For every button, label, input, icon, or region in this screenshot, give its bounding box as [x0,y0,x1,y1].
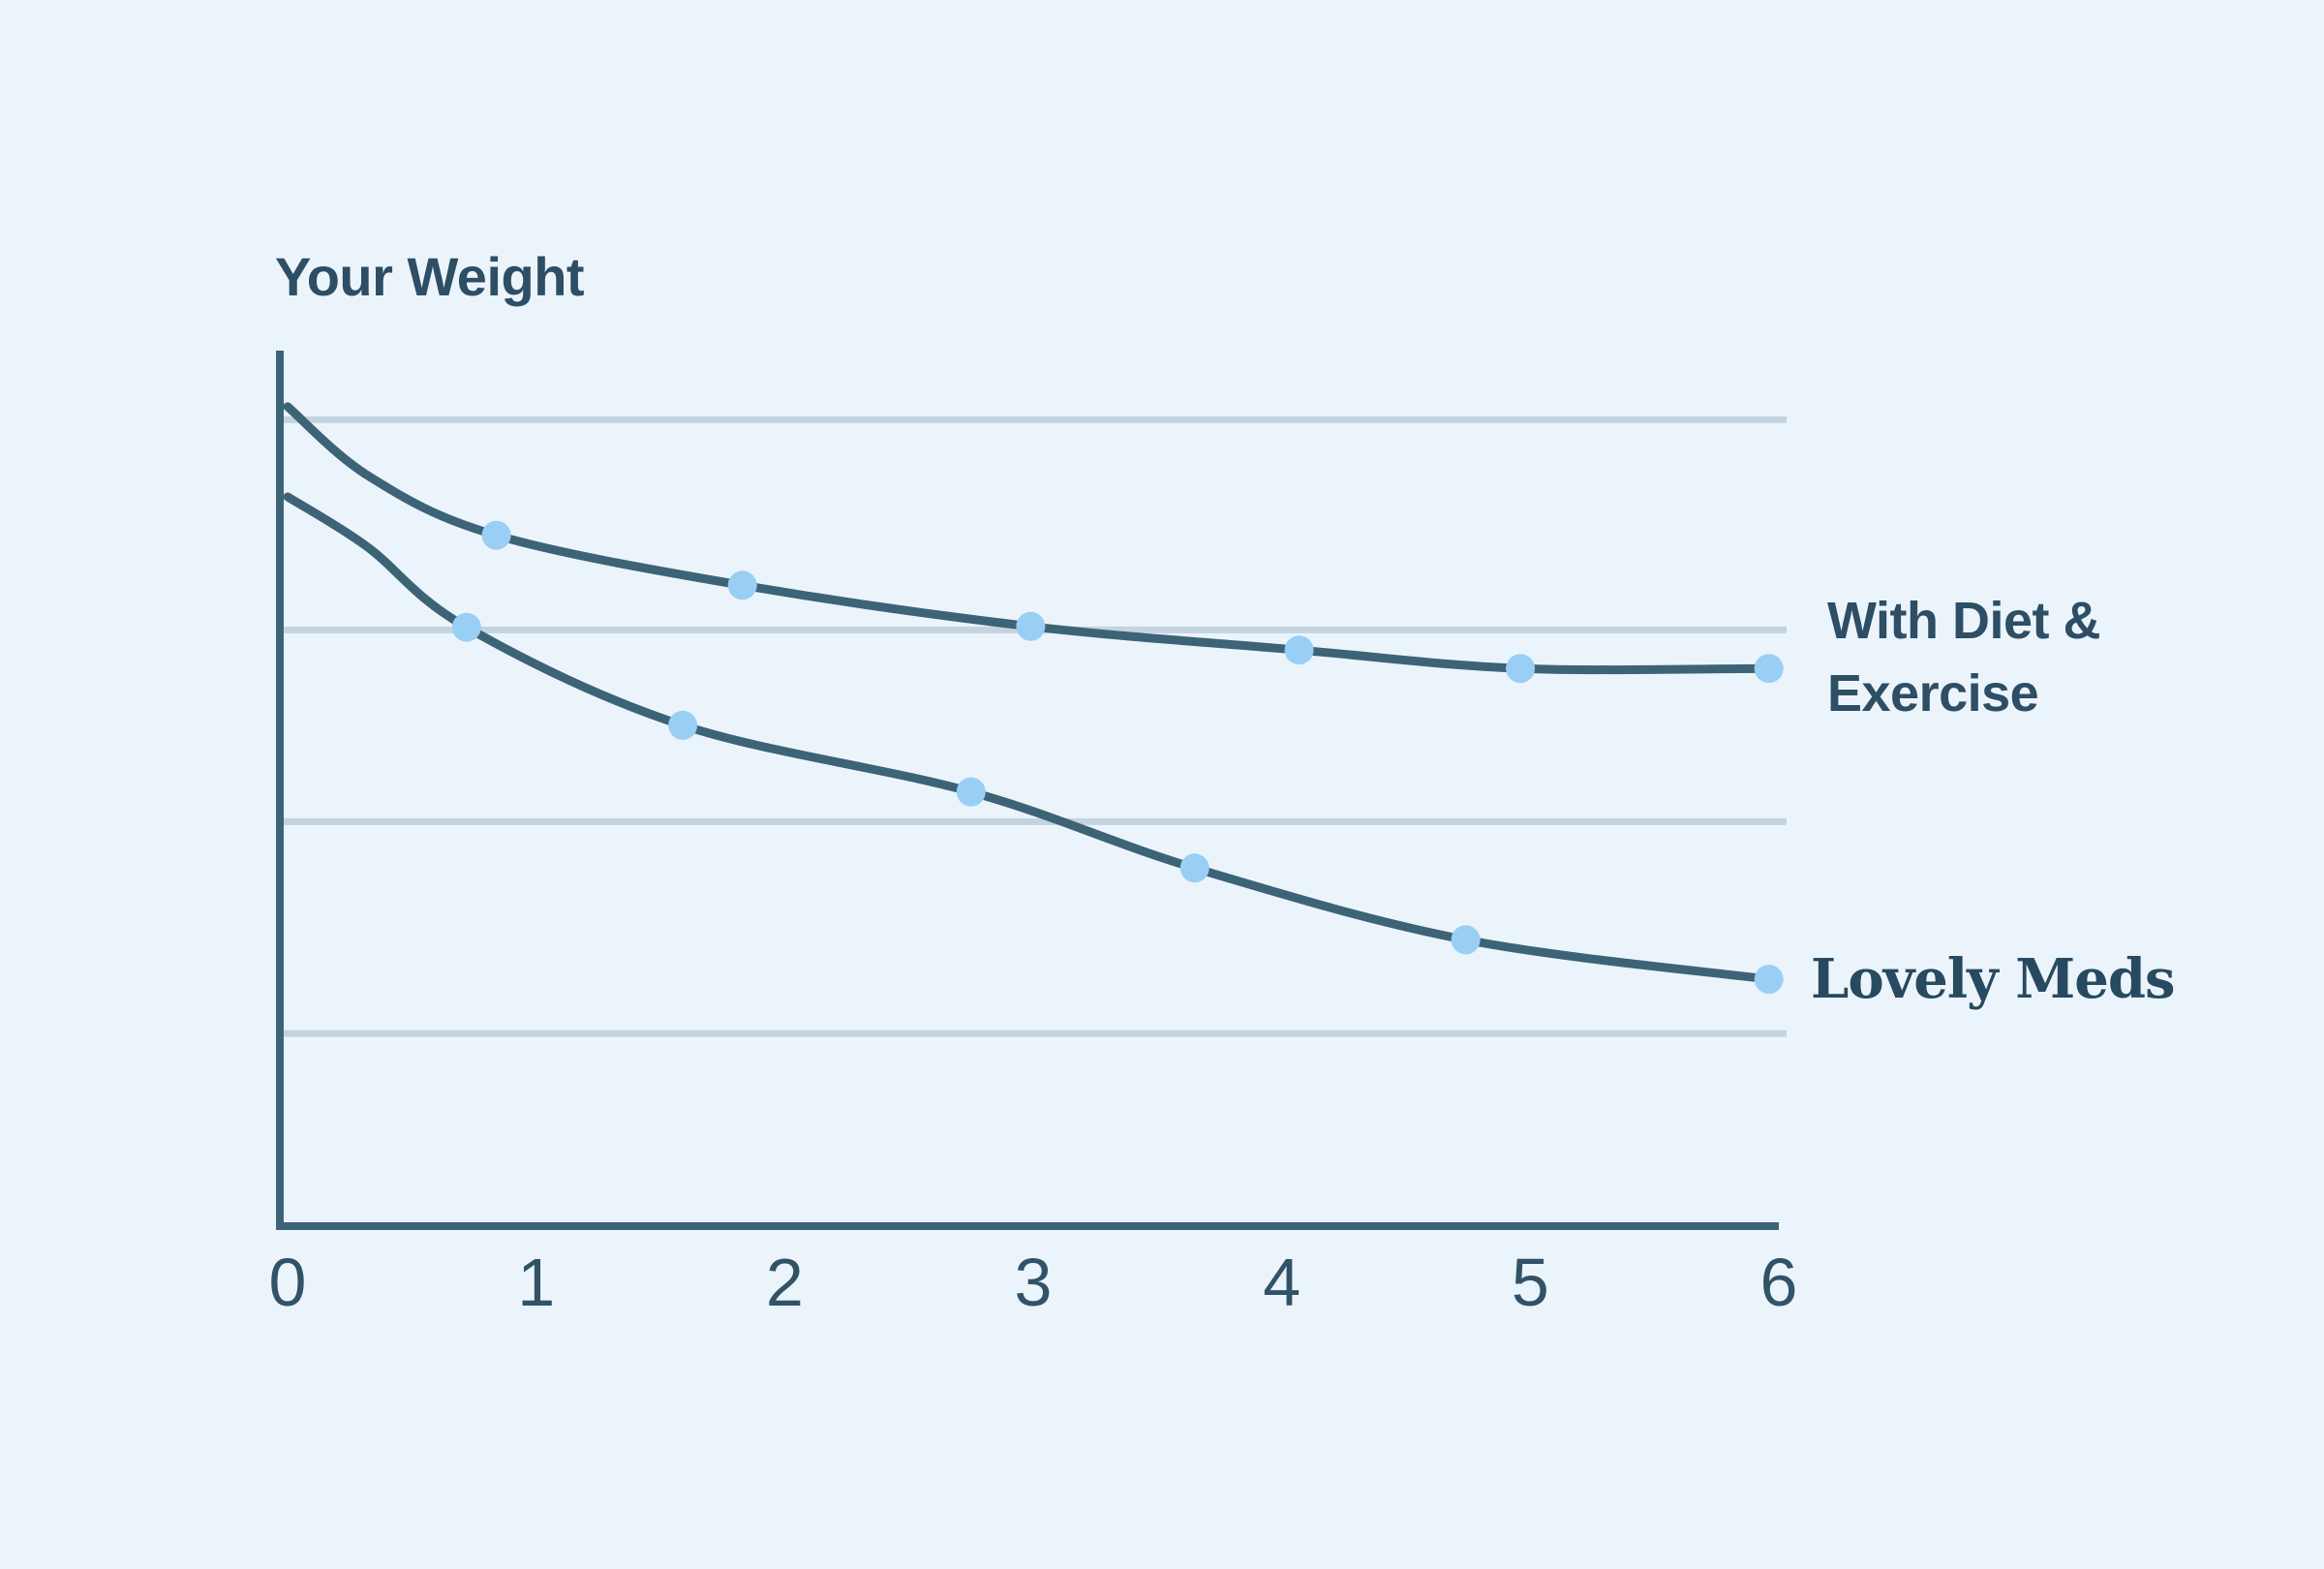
series-label-lovely-meds: Lovely Meds [1811,947,2176,1011]
data-point-marker [1016,611,1046,641]
data-point-marker [451,612,481,642]
series-label-diet-line1: With Diet & [1827,592,2100,650]
data-point-marker [481,520,511,550]
series-label-diet-line2: Exercise [1827,664,2039,723]
data-point-marker [668,710,698,740]
axis-lines [276,351,1779,1230]
series-line-lovely-meds [283,492,1774,984]
data-point-marker [727,570,757,600]
chart-title: Your Weight [275,246,585,307]
data-point-marker [1451,925,1481,955]
data-point-marker [1179,853,1209,883]
data-point-marker [1506,654,1536,684]
data-point-marker [1754,654,1784,684]
data-point-marker [1754,965,1784,995]
series-label-diet-exercise: With Diet & Exercise [1827,585,2100,730]
data-point-marker [1284,635,1314,665]
data-point-marker [956,777,986,807]
